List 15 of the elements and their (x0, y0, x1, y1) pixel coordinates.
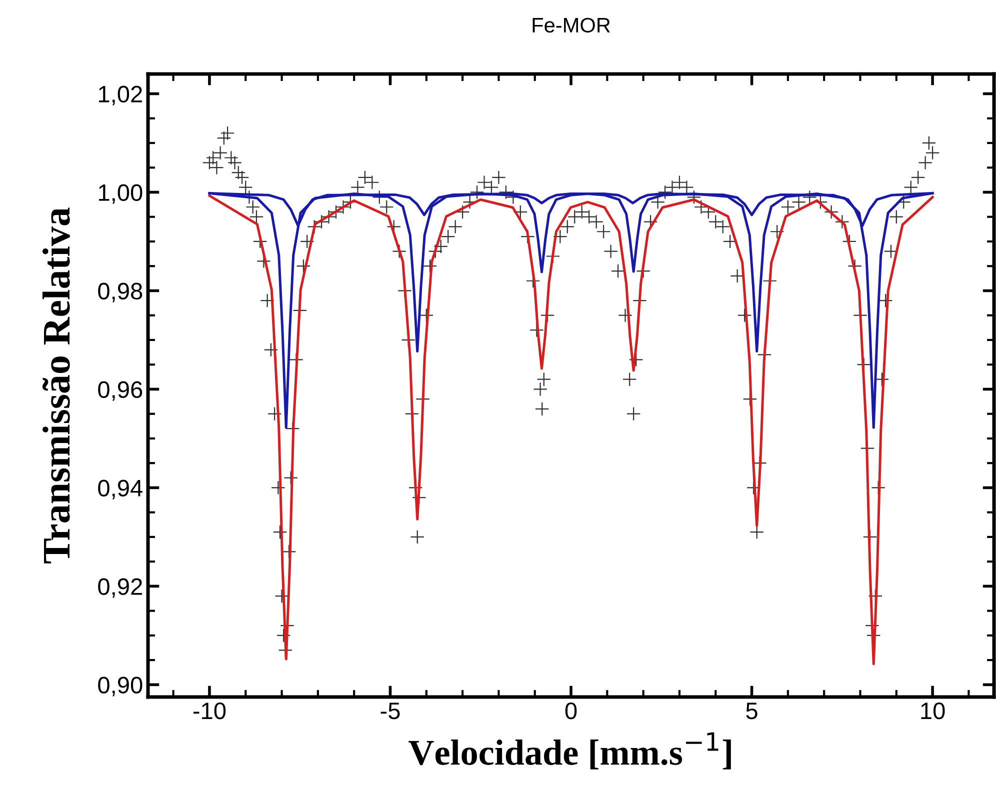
x-tick-label: -5 (380, 702, 400, 720)
x-tick-label: 0 (565, 702, 577, 720)
x-tick-label: 10 (921, 702, 945, 720)
x-tick-label: 5 (746, 702, 758, 720)
y-tick-label: 0,94 (98, 480, 142, 500)
y-axis-title: Transmissão Relativa (42, 208, 70, 564)
y-tick-label: 0,90 (98, 676, 142, 696)
y-tick-label: 1,00 (98, 184, 142, 204)
chart-title: Fe-MOR (532, 18, 610, 33)
y-tick-label: 1,02 (98, 86, 142, 106)
y-tick-label: 0,98 (98, 282, 142, 302)
y-tick-label: 0,96 (98, 381, 142, 401)
x-tick-label: -10 (193, 702, 226, 720)
x-axis-title: Velocidade [mm.s$^{−1}$] (408, 732, 731, 770)
y-tick-label: 0,92 (98, 578, 142, 598)
